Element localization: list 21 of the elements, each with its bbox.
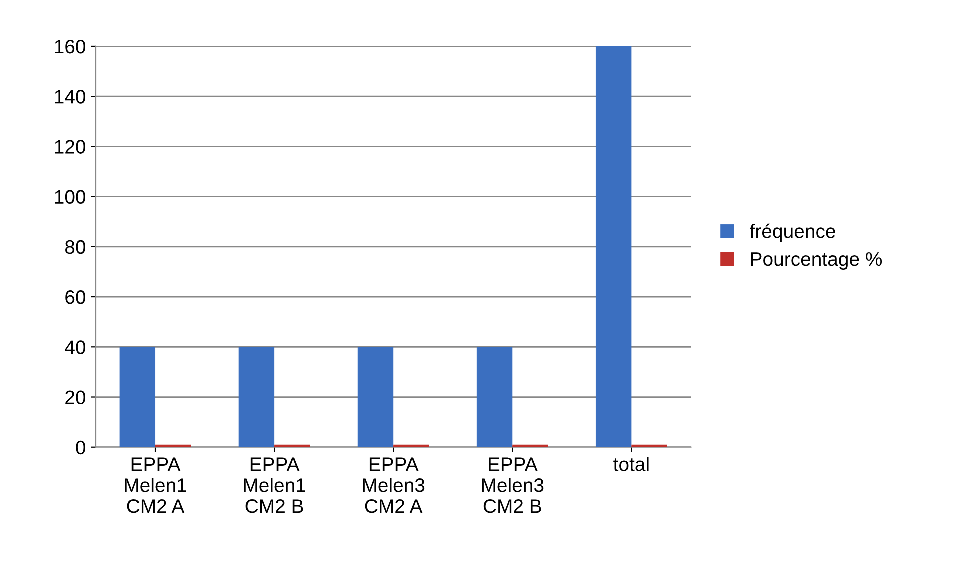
x-tick-label: EPPA Melen1 CM2 A: [125, 458, 186, 514]
x-tick-label: EPPA Melen3 CM2 B: [482, 458, 544, 514]
y-tick-label: 160: [55, 40, 86, 54]
y-tick-label: 40: [65, 340, 86, 354]
bar: [596, 46, 632, 448]
bar: [476, 347, 513, 448]
y-tick-label: 100: [55, 190, 86, 204]
y-tick-label: 120: [55, 140, 86, 154]
x-tick-label: EPPA Melen1 CM2 B: [244, 458, 306, 514]
x-tick-label: total: [614, 457, 649, 472]
x-tick-label: EPPA Melen3 CM2 A: [363, 458, 425, 514]
bar: [120, 347, 156, 448]
y-tick-label: 60: [66, 290, 86, 304]
y-tick-label: 80: [65, 240, 86, 254]
legend-label: fréquence: [750, 224, 836, 242]
bar: [238, 347, 275, 448]
legend-label: Pourcentage %: [751, 252, 882, 270]
y-tick-label: 140: [55, 90, 86, 104]
y-tick-label: 20: [66, 390, 86, 404]
bar: [358, 347, 394, 448]
y-tick-label: 0: [76, 440, 86, 455]
